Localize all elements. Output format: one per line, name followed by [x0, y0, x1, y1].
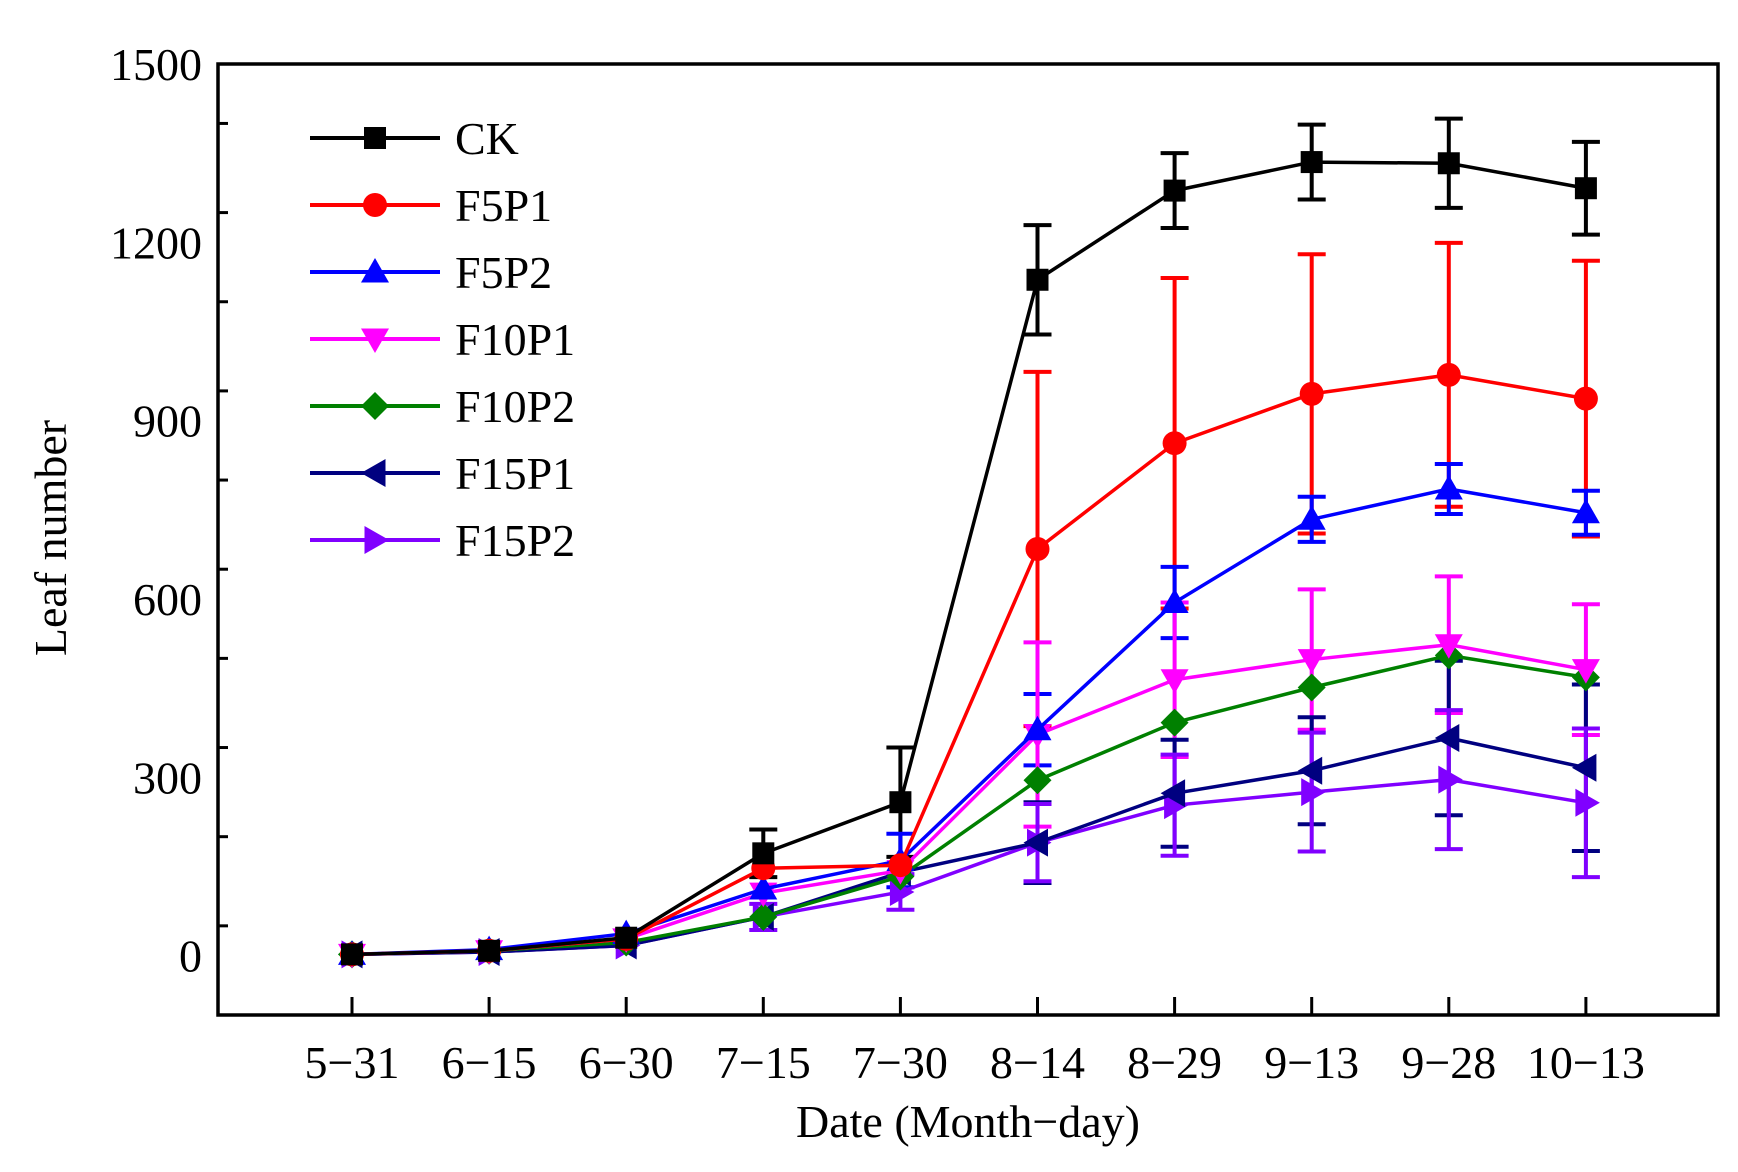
- legend-label: F5P2: [455, 247, 552, 298]
- data-point-ck: [1163, 179, 1186, 202]
- y-tick-label: 600: [133, 574, 202, 625]
- data-point-f15p2: [1575, 788, 1600, 817]
- data-point-f10p2: [1023, 766, 1052, 795]
- legend-item-f5p1: F5P1: [310, 180, 552, 231]
- y-tick-label: 1200: [110, 217, 202, 268]
- legend-label: F15P1: [455, 448, 575, 499]
- data-point-ck: [615, 926, 638, 949]
- series-line-f5p2: [351, 487, 1587, 957]
- legend-label: CK: [455, 113, 519, 164]
- legend-marker: [361, 328, 389, 353]
- x-axis-title: Date (Month−day): [796, 1096, 1140, 1147]
- data-point-ck: [1437, 152, 1460, 175]
- x-tick-label: 7−30: [853, 1037, 948, 1088]
- data-point-f5p1: [1573, 386, 1598, 411]
- legend-item-f10p1: F10P1: [310, 314, 575, 365]
- data-point-f10p1: [1434, 634, 1463, 659]
- axes: 0 300 600 900 1200 1500 5−31 6−15 6−30 7−15 7−30 8−…: [110, 39, 1720, 1088]
- data-point-f15p1: [1571, 753, 1597, 782]
- y-tick-label: 300: [133, 752, 202, 803]
- x-tick-label: 8−29: [1127, 1037, 1222, 1088]
- data-point-f5p1: [1299, 381, 1324, 406]
- data-point-f5p2: [1297, 505, 1326, 530]
- data-point-ck: [1574, 177, 1597, 200]
- legend-item-f15p2: F15P2: [310, 515, 575, 566]
- plot-frame: [216, 62, 1720, 1017]
- data-point-f5p1: [1162, 431, 1187, 456]
- data-point-ck: [1300, 151, 1323, 174]
- x-tick-label: 9−28: [1401, 1037, 1496, 1088]
- data-point-f15p1: [1160, 779, 1186, 808]
- data-point-f10p1: [1297, 649, 1326, 674]
- data-point-f5p2: [1023, 715, 1052, 741]
- data-point-f10p2: [749, 902, 778, 931]
- y-tick-label: 0: [179, 931, 202, 982]
- legend-label: F15P2: [455, 515, 575, 566]
- x-tick-label: 7−15: [716, 1037, 811, 1088]
- y-tick-label: 900: [133, 396, 202, 447]
- legend-label: F10P1: [455, 314, 575, 365]
- x-tick-label: 6−15: [442, 1037, 537, 1088]
- legend-marker: [363, 193, 387, 217]
- legend-item-f15p1: F15P1: [310, 448, 575, 499]
- data-point-f15p2: [1301, 778, 1326, 807]
- data-point-ck: [478, 939, 501, 962]
- data-point-f5p2: [749, 874, 778, 900]
- data-point-f5p2: [1571, 498, 1600, 524]
- data-point-f5p2: [1434, 474, 1463, 500]
- x-tick-label: 5−31: [305, 1037, 400, 1088]
- series-ck: [341, 151, 1597, 966]
- series-line-f10p2: [351, 653, 1587, 957]
- data-point-ck: [341, 943, 363, 966]
- legend-marker: [361, 258, 389, 283]
- x-tick-label: 10−13: [1527, 1037, 1645, 1088]
- data-point-f15p1: [1023, 828, 1048, 857]
- data-point-f5p1: [888, 853, 913, 878]
- data-point-f10p1: [1160, 669, 1189, 694]
- y-tick-label: 1500: [110, 39, 202, 90]
- legend-marker: [364, 127, 386, 149]
- legend-item-f10p2: F10P2: [310, 381, 575, 432]
- data-point-f5p1: [1436, 362, 1461, 387]
- x-tick-label: 9−13: [1264, 1037, 1359, 1088]
- data-point-f15p1: [1434, 724, 1460, 753]
- data-point-f5p2: [1160, 588, 1189, 614]
- data-point-ck: [752, 842, 775, 865]
- legend-marker: [361, 392, 389, 420]
- legend-marker: [361, 459, 386, 487]
- data-point-f5p1: [1025, 537, 1050, 562]
- y-axis-title: Leaf number: [25, 420, 76, 656]
- data-point-f10p1: [1571, 659, 1600, 684]
- series-line-ck: [351, 160, 1587, 957]
- data-point-ck: [889, 791, 912, 814]
- legend-marker: [364, 526, 389, 554]
- legend-item-f5p2: F5P2: [310, 247, 552, 298]
- data-series: [338, 151, 1600, 969]
- data-point-f10p2: [1297, 673, 1326, 702]
- series-line-f15p1: [351, 736, 1587, 957]
- legend-label: F10P2: [455, 381, 575, 432]
- x-tick-label: 8−14: [990, 1037, 1085, 1088]
- data-point-f15p2: [1438, 765, 1463, 794]
- x-tick-label: 6−30: [579, 1037, 674, 1088]
- data-point-f10p2: [1160, 708, 1189, 737]
- legend-label: F5P1: [455, 180, 552, 231]
- data-point-f15p1: [1297, 756, 1323, 785]
- data-point-ck: [1026, 268, 1049, 291]
- legend-item-ck: CK: [310, 113, 519, 164]
- legend: CK F5P1 F5P2 F10P1 F10P2 F15P1 F15P2: [310, 113, 575, 566]
